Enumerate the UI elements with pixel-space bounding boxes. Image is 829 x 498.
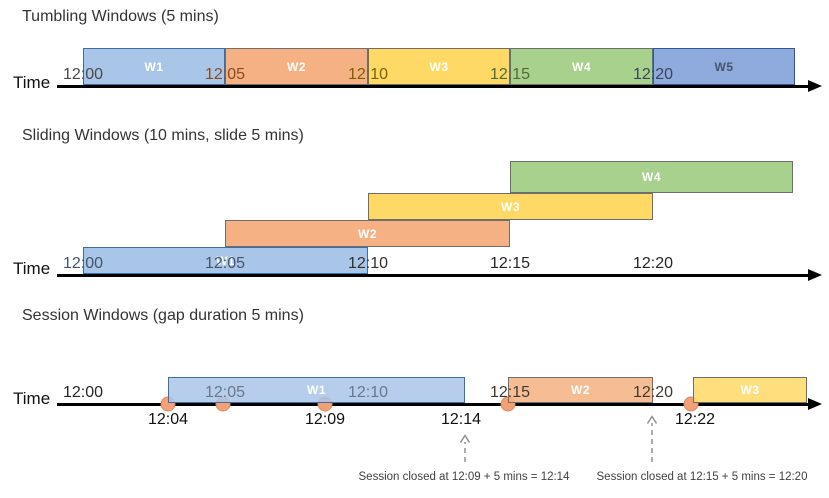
time-axis-label-session: Time — [13, 389, 51, 408]
dashed-arrow-icon — [646, 415, 658, 462]
axis-line — [57, 85, 810, 88]
window-bar-w3: W3 — [693, 377, 807, 403]
window-bar-w2: W2 — [225, 48, 368, 85]
window-bar-w5: W5 — [653, 48, 795, 85]
axis-arrowhead-icon — [808, 80, 822, 92]
window-label: W2 — [571, 383, 590, 397]
window-bar-w3: W3 — [368, 48, 510, 85]
window-label: W3 — [740, 383, 760, 397]
window-bar-w1: W1 — [83, 48, 225, 85]
tick-label: 12:00 — [62, 384, 104, 401]
window-bar-w4: W4 — [510, 48, 653, 85]
section-title-tumbling: Tumbling Windows (5 mins) — [22, 8, 219, 25]
time-axis-label-sliding: Time — [13, 259, 51, 278]
tick-label: 12:15 — [489, 66, 531, 83]
dashed-arrow-icon — [459, 434, 471, 462]
axis-arrowhead-icon — [808, 269, 822, 281]
window-label: W2 — [358, 226, 377, 241]
session-annotation-1: Session closed at 12:09 + 5 mins = 12:14 — [358, 471, 570, 483]
window-label: W4 — [642, 170, 661, 184]
window-bar-w3: W3 — [368, 193, 653, 220]
event-time-label: 12:09 — [304, 411, 346, 428]
event-time-label: 12:14 — [440, 411, 482, 428]
tick-label: 12:10 — [347, 384, 389, 401]
tick-label: 12:20 — [632, 384, 674, 401]
session-annotation-2: Session closed at 12:15 + 5 mins = 12:20 — [596, 471, 808, 483]
window-label: W5 — [714, 59, 734, 74]
event-time-label: 12:22 — [674, 411, 716, 428]
tick-label: 12:10 — [347, 66, 389, 83]
window-label: W3 — [501, 199, 520, 214]
tick-label: 12:20 — [632, 255, 674, 272]
tick-label: 12:05 — [204, 384, 246, 401]
window-bar-w2: W2 — [508, 377, 653, 403]
tick-label: 12:05 — [204, 66, 246, 83]
tick-label: 12:00 — [62, 66, 104, 83]
axis-line — [57, 274, 810, 277]
tick-label: 12:00 — [62, 255, 104, 272]
window-bar-w1: W1 — [83, 247, 368, 274]
section-title-sliding: Sliding Windows (10 mins, slide 5 mins) — [22, 127, 304, 144]
event-time-label: 12:04 — [147, 411, 189, 428]
window-label: W3 — [429, 59, 449, 74]
section-title-session: Session Windows (gap duration 5 mins) — [22, 307, 304, 324]
axis-arrowhead-icon — [808, 398, 822, 410]
window-bar-w2: W2 — [225, 220, 510, 247]
tick-label: 12:20 — [632, 66, 674, 83]
tick-label: 12:15 — [489, 384, 531, 401]
window-label: W1 — [307, 383, 326, 397]
tick-label: 12:05 — [204, 255, 246, 272]
tick-label: 12:10 — [347, 255, 389, 272]
tick-label: 12:15 — [489, 255, 531, 272]
window-label: W1 — [144, 59, 164, 74]
window-label: W1 — [216, 253, 235, 268]
time-axis-label-tumbling: Time — [13, 73, 51, 92]
window-label: W4 — [572, 59, 591, 74]
window-bar-w1: W1 — [168, 377, 465, 403]
axis-line — [57, 403, 810, 406]
window-bar-w4: W4 — [510, 161, 793, 193]
window-label: W2 — [287, 59, 306, 74]
